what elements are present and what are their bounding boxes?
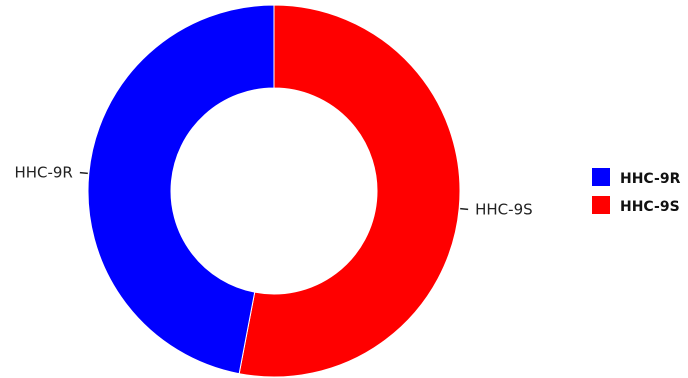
donut-slices [87,4,461,378]
legend-label-hhc-9r: HHC-9R [620,171,681,187]
slice-hhc-9r [87,4,275,375]
chart-legend: HHC-9R HHC-9S [592,168,681,215]
legend-label-hhc-9s: HHC-9S [620,199,680,215]
slice-label-hhc-9s: HHC-9S [475,200,533,218]
leader-line-hhc-9s [460,207,469,211]
legend-swatch-hhc-9r [592,168,610,186]
leader-line-hhc-9r [79,171,88,175]
slice-hhc-9s [238,4,461,378]
slice-labels: HHC-9S HHC-9R [14,164,532,219]
slice-label-hhc-9r: HHC-9R [14,164,72,182]
legend-swatch-hhc-9s [592,196,610,214]
